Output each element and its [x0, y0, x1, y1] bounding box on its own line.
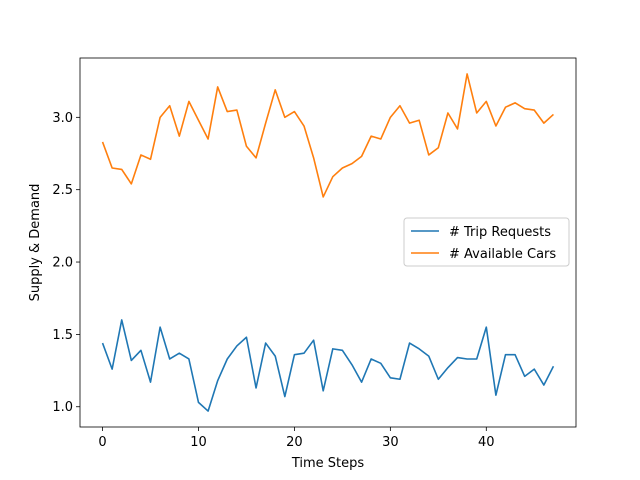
legend-label-available-cars: # Available Cars [449, 247, 556, 262]
y-tick-label: 3.0 [52, 111, 73, 126]
x-tick-label: 0 [98, 435, 106, 450]
legend-label-trip-requests: # Trip Requests [449, 225, 551, 240]
x-tick-label: 40 [478, 435, 495, 450]
legend-box [403, 217, 570, 267]
x-tick-label: 10 [190, 435, 207, 450]
y-tick-label: 1.0 [52, 400, 73, 415]
y-axis-label: Supply & Demand [28, 184, 43, 302]
x-axis-ticks: 0 10 20 30 40 [98, 427, 495, 450]
y-tick-label: 2.0 [52, 256, 73, 271]
x-axis-label: Time Steps [291, 456, 365, 471]
y-tick-label: 1.5 [52, 328, 73, 343]
series-line-available-cars [101, 73, 554, 198]
series-line-trip-requests [101, 319, 555, 412]
y-axis-ticks: 1.0 1.5 2.0 2.5 3.0 [52, 111, 80, 415]
legend: # Trip Requests # Available Cars [403, 217, 570, 267]
x-tick-label: 20 [286, 435, 303, 450]
y-tick-label: 2.5 [52, 183, 73, 198]
plot-frame [79, 57, 577, 428]
series-layer [101, 73, 555, 412]
x-tick-label: 30 [382, 435, 399, 450]
